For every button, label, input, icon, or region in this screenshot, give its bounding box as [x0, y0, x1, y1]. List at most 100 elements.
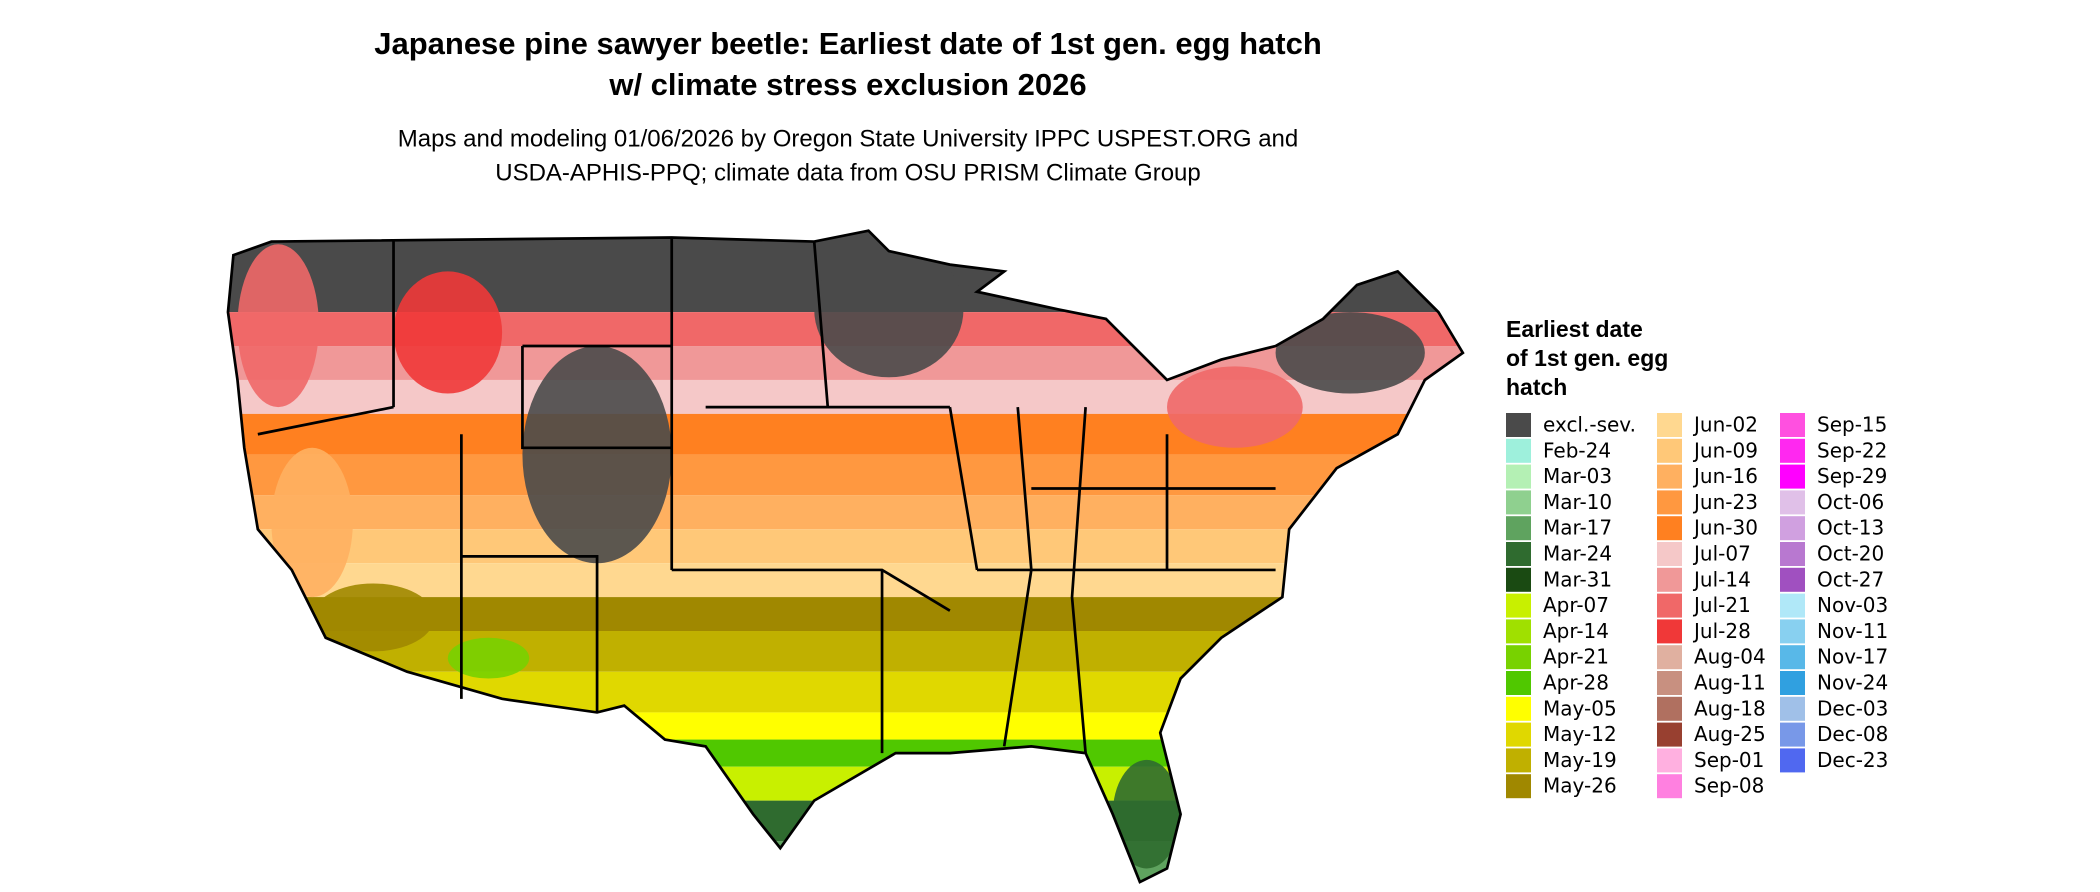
legend-swatch: [1506, 464, 1531, 489]
legend-swatch: [1657, 542, 1682, 566]
legend-label: Jun-23: [1692, 490, 1758, 514]
map: [226, 229, 1465, 884]
legend-swatch: [1506, 748, 1531, 773]
legend-swatch: [1780, 413, 1805, 437]
legend-label: May-19: [1543, 748, 1617, 772]
legend-swatch: [1506, 438, 1531, 463]
map-band: [227, 766, 1463, 801]
legend-swatch: [1506, 490, 1531, 515]
legend-label: Jun-30: [1692, 516, 1758, 540]
legend-label: Jul-14: [1692, 567, 1751, 591]
legend-swatch: [1657, 619, 1682, 644]
map-region: [271, 447, 353, 598]
legend-label: Oct-27: [1817, 567, 1884, 591]
legend-swatch: [1780, 490, 1805, 515]
legend-swatch: [1657, 645, 1682, 670]
legend-label: Dec-03: [1817, 696, 1888, 720]
legend-swatch: [1780, 619, 1805, 644]
legend-swatch: [1780, 542, 1805, 566]
legend-label: Mar-24: [1543, 542, 1612, 566]
legend-label: Nov-24: [1817, 671, 1888, 695]
legend-label: Apr-28: [1543, 671, 1609, 695]
legend-label: May-05: [1543, 696, 1617, 720]
legend-label: Oct-06: [1817, 490, 1884, 514]
legend-label: Sep-29: [1817, 464, 1887, 488]
map-band: [227, 841, 1463, 883]
title-line: w/ climate stress exclusion 2026: [608, 67, 1086, 102]
legend-swatch: [1506, 645, 1531, 670]
legend-swatch: [1657, 438, 1682, 463]
legend-label: Sep-08: [1694, 774, 1764, 798]
map-band: [227, 671, 1463, 713]
map-region: [814, 241, 964, 378]
legend-label: Oct-20: [1817, 542, 1884, 566]
legend-swatch: [1657, 696, 1682, 721]
legend-label: Nov-03: [1817, 593, 1888, 617]
legend-label: Feb-24: [1543, 438, 1611, 462]
subtitle-line: USDA-APHIS-PPQ; climate data from OSU PR…: [495, 159, 1201, 186]
legend-label: Aug-04: [1694, 645, 1766, 669]
legend-label: Sep-01: [1694, 748, 1764, 772]
legend-swatch: [1506, 774, 1531, 799]
map-region: [312, 583, 435, 652]
legend-label: Sep-22: [1817, 438, 1887, 462]
legend-label: Apr-07: [1543, 593, 1609, 617]
legend-swatch: [1780, 696, 1805, 721]
legend-swatch: [1657, 593, 1682, 618]
legend-title: of 1st gen. egg: [1506, 345, 1668, 371]
legend-swatch: [1657, 671, 1682, 695]
map-band: [227, 739, 1463, 767]
legend-swatch: [1506, 722, 1531, 747]
map-band: [227, 529, 1463, 564]
map-band: [227, 712, 1463, 740]
legend-swatch: [1657, 413, 1682, 437]
legend-swatch: [1506, 671, 1531, 695]
legend-swatch: [1657, 748, 1682, 773]
map-region: [237, 244, 319, 408]
legend-title: Earliest date: [1506, 316, 1643, 342]
legend-label: May-26: [1543, 774, 1617, 798]
legend-swatch: [1506, 413, 1531, 437]
legend-swatch: [1780, 722, 1805, 747]
legend-swatch: [1506, 696, 1531, 721]
legend-label: excl.-sev.: [1543, 413, 1636, 437]
legend-swatch: [1657, 516, 1682, 541]
legend-label: Aug-11: [1694, 671, 1766, 695]
legend-swatch: [1506, 619, 1531, 644]
subtitle-line: Maps and modeling 01/06/2026 by Oregon S…: [398, 125, 1298, 152]
legend-label: Nov-17: [1817, 645, 1888, 669]
legend-label: Sep-15: [1817, 413, 1887, 437]
map-region: [393, 271, 503, 394]
legend-label: Dec-23: [1817, 748, 1888, 772]
legend-label: Aug-25: [1694, 722, 1766, 746]
map-fill: [227, 230, 1463, 883]
map-region: [1112, 759, 1181, 869]
legend-swatch: [1780, 748, 1805, 773]
legend-swatch: [1657, 567, 1682, 592]
legend-label: Jul-21: [1692, 593, 1751, 617]
map-region: [522, 346, 672, 564]
legend-swatch: [1657, 464, 1682, 489]
map-region: [447, 637, 530, 679]
state-line: [257, 237, 1276, 754]
map-band: [227, 495, 1463, 530]
legend-label: Mar-10: [1543, 490, 1612, 514]
legend-label: Jul-28: [1692, 619, 1751, 643]
legend-swatch: [1780, 567, 1805, 592]
map-region: [1275, 312, 1425, 394]
legend-swatch: [1506, 516, 1531, 541]
legend-label: Apr-21: [1543, 645, 1609, 669]
legend-label: Nov-11: [1817, 619, 1888, 643]
legend-label: Mar-03: [1543, 464, 1612, 488]
legend-label: Dec-08: [1817, 722, 1888, 746]
legend-swatch: [1780, 593, 1805, 618]
state-borders: [226, 229, 1465, 884]
legend-label: Oct-13: [1817, 516, 1884, 540]
legend-label: Apr-14: [1543, 619, 1609, 643]
legend-swatch: [1657, 774, 1682, 799]
legend-label: Mar-31: [1543, 567, 1612, 591]
legend-label: Jun-16: [1692, 464, 1758, 488]
legend-swatch: [1780, 671, 1805, 695]
legend-label: Mar-17: [1543, 516, 1612, 540]
